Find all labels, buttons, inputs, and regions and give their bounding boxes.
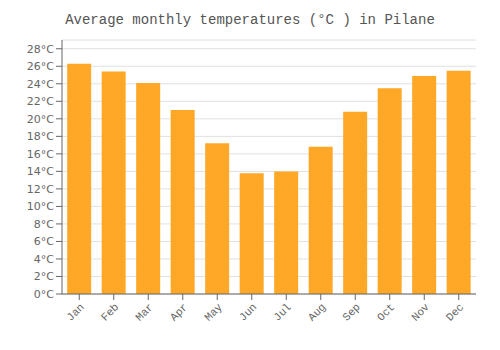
svg-text:4°C: 4°C bbox=[34, 253, 54, 266]
svg-text:24°C: 24°C bbox=[27, 78, 54, 91]
html-text:Average monthly temperatures (: Average monthly temperatures (°C ) in Pi… bbox=[65, 12, 435, 28]
svg-text:Aug: Aug bbox=[306, 301, 328, 323]
svg-text:2°C: 2°C bbox=[34, 270, 54, 283]
svg-text:14°C: 14°C bbox=[27, 165, 54, 178]
svg-text:0°C: 0°C bbox=[34, 288, 54, 301]
svg-text:6°C: 6°C bbox=[34, 235, 54, 248]
svg-text:Mar: Mar bbox=[133, 301, 155, 323]
svg-text:Oct: Oct bbox=[375, 301, 397, 323]
svg-text:8°C: 8°C bbox=[34, 218, 54, 231]
svg-text:Feb: Feb bbox=[99, 301, 121, 323]
svg-text:28°C: 28°C bbox=[27, 43, 54, 56]
svg-text:18°C: 18°C bbox=[27, 130, 54, 143]
svg-text:Nov: Nov bbox=[409, 301, 432, 324]
svg-text:22°C: 22°C bbox=[27, 95, 54, 108]
svg-text:10°C: 10°C bbox=[27, 200, 54, 213]
svg-text:12°C: 12°C bbox=[27, 183, 54, 196]
svg-text:16°C: 16°C bbox=[27, 148, 54, 161]
svg-text:Jul: Jul bbox=[271, 301, 293, 323]
svg-text:20°C: 20°C bbox=[27, 113, 54, 126]
svg-text:26°C: 26°C bbox=[27, 60, 54, 73]
svg-text:Jun: Jun bbox=[237, 301, 259, 323]
svg-text:Sep: Sep bbox=[340, 301, 362, 323]
svg-text:Dec: Dec bbox=[444, 301, 466, 323]
svg-text:May: May bbox=[202, 301, 225, 324]
svg-text:Apr: Apr bbox=[168, 301, 190, 323]
svg-text:Jan: Jan bbox=[64, 301, 86, 323]
